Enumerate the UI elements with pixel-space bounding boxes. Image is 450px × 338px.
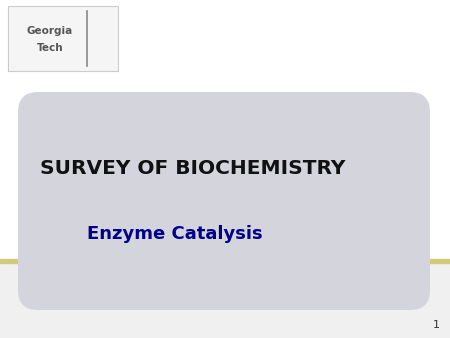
Bar <box>0 263 450 338</box>
Text: 1: 1 <box>433 320 440 330</box>
Bar <box>0 0 450 259</box>
Text: Enzyme Catalysis: Enzyme Catalysis <box>87 225 262 243</box>
Text: SURVEY OF BIOCHEMISTRY: SURVEY OF BIOCHEMISTRY <box>40 159 346 178</box>
FancyBboxPatch shape <box>18 92 430 310</box>
Text: Georgia: Georgia <box>27 26 73 36</box>
Bar <box>8 6 118 71</box>
Text: Tech: Tech <box>36 43 63 53</box>
Bar <box>0 259 450 263</box>
